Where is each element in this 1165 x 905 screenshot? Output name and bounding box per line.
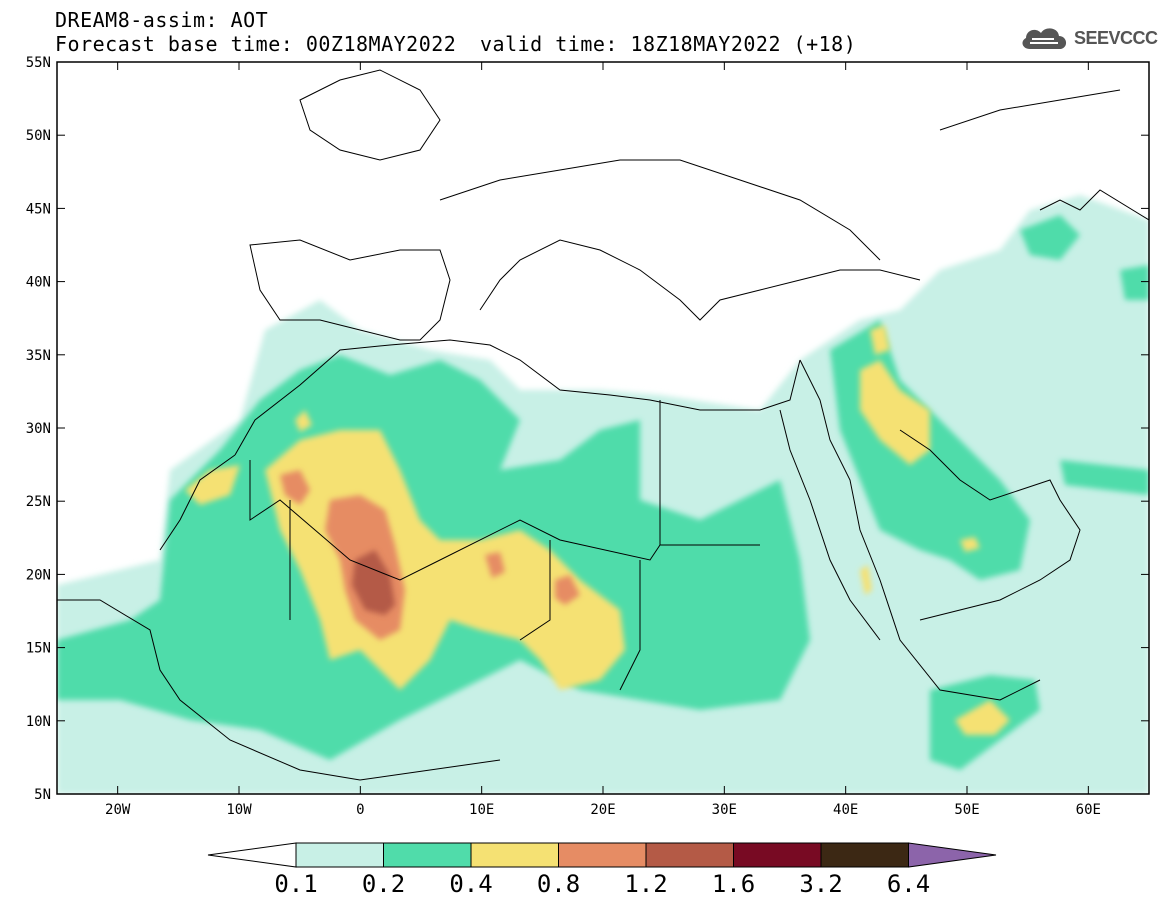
logo-text: SEEVCCC	[1074, 27, 1158, 48]
latitude-axis: 5N 10N 15N 20N 25N 30N 35N 40N 45N 50N 55N	[26, 55, 1149, 803]
colorbar-label: 0.8	[536, 870, 581, 898]
colorbar-segment	[558, 842, 647, 868]
lon-tick-label: 60E	[1076, 802, 1101, 818]
lat-tick-label: 15N	[26, 641, 51, 657]
colorbar-segment	[733, 842, 822, 868]
lon-tick-label: 10E	[469, 802, 494, 818]
colorbar-segment	[295, 842, 384, 868]
colorbar-label: 1.6	[711, 870, 756, 898]
colorbar-label: 3.2	[799, 870, 843, 898]
lon-tick-label: 50E	[954, 802, 979, 818]
product-title: DREAM8-assim: AOT	[55, 8, 269, 32]
lat-tick-label: 55N	[26, 55, 51, 71]
longitude-axis: 20W 10W 0 10E 20E 30E 40E 50E 60E	[105, 62, 1101, 818]
colorbar-label: 0.4	[449, 870, 493, 898]
title-block: DREAM8-assim: AOT Forecast base time: 00…	[55, 8, 456, 56]
colorbar-label: 1.2	[624, 870, 668, 898]
colorbar-arrow-right	[908, 842, 997, 868]
lon-tick-label: 10W	[226, 802, 252, 818]
lat-tick-label: 50N	[26, 128, 51, 144]
colorbar-label: 0.1	[274, 870, 318, 898]
lat-tick-label: 5N	[34, 787, 51, 803]
lat-tick-label: 45N	[26, 201, 51, 217]
lat-tick-label: 20N	[26, 567, 51, 583]
valid-time: valid time: 18Z18MAY2022 (+18)	[480, 32, 857, 56]
aot-field	[57, 195, 1149, 794]
lat-tick-label: 25N	[26, 494, 51, 510]
colorbar-label: 0.2	[361, 870, 406, 898]
colorbar	[207, 842, 997, 868]
lat-tick-label: 35N	[26, 348, 51, 364]
cloud-icon	[1022, 28, 1067, 49]
colorbar-segment	[645, 842, 734, 868]
coastlines	[57, 69, 1149, 781]
lat-tick-label: 40N	[26, 275, 51, 291]
colorbar-segment	[470, 842, 559, 868]
lon-tick-label: 30E	[712, 802, 737, 818]
colorbar-segment	[820, 842, 909, 868]
colorbar-label: 6.4	[886, 870, 931, 898]
lon-tick-label: 40E	[833, 802, 858, 818]
lat-tick-label: 10N	[26, 714, 51, 730]
lon-tick-label: 20E	[590, 802, 615, 818]
lon-tick-label: 20W	[105, 802, 131, 818]
forecast-base-time: Forecast base time: 00Z18MAY2022	[55, 32, 457, 56]
seevccc-logo: SEEVCCC	[1018, 22, 1158, 54]
lon-tick-label: 0	[356, 802, 364, 818]
colorbar-arrow-left	[207, 842, 297, 868]
colorbar-segment	[383, 842, 472, 868]
lat-tick-label: 30N	[26, 421, 51, 437]
